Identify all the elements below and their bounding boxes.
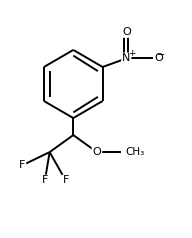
Text: +: +	[128, 49, 135, 58]
Text: O: O	[93, 147, 101, 157]
Text: F: F	[19, 160, 25, 170]
Text: CH₃: CH₃	[125, 147, 145, 157]
Text: N: N	[122, 54, 130, 64]
Text: −: −	[157, 50, 165, 60]
Text: F: F	[42, 175, 48, 185]
Text: O: O	[122, 27, 131, 37]
Text: F: F	[63, 175, 69, 185]
Text: O: O	[155, 54, 163, 64]
